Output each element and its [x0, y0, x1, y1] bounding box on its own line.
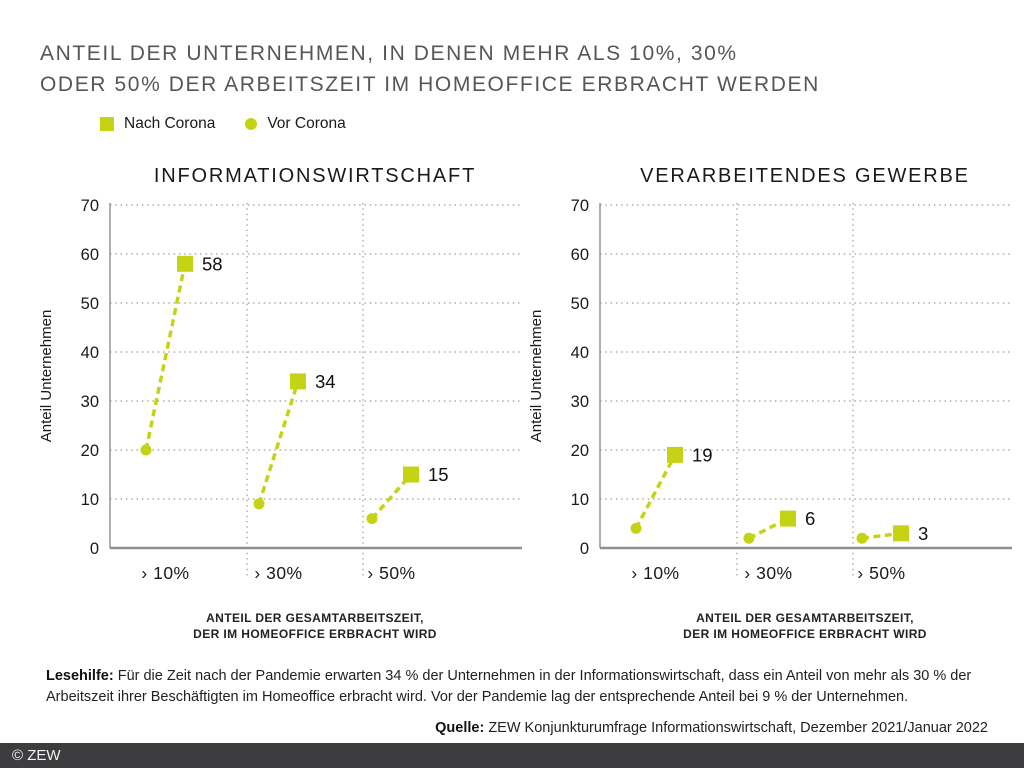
- vor-corona-marker: [253, 498, 265, 510]
- x-axis-title-line: ANTEIL DER GESAMTARBEITSZEIT,: [206, 611, 424, 625]
- square-marker-icon: [100, 117, 114, 131]
- y-axis-title: Anteil Unternehmen: [528, 310, 545, 443]
- nach-corona-marker: [893, 525, 909, 542]
- source-note: Quelle: ZEW Konjunkturumfrage Informatio…: [435, 720, 988, 736]
- y-tick-label: 50: [571, 295, 589, 313]
- vor-corona-marker: [366, 513, 378, 525]
- y-tick-label: 70: [571, 197, 589, 215]
- y-tick-label: 60: [81, 246, 99, 264]
- y-tick-label: 60: [571, 246, 589, 264]
- x-axis-title-line: DER IM HOMEOFFICE ERBRACHT WIRD: [193, 627, 437, 641]
- y-tick-label: 0: [90, 540, 99, 558]
- y-tick-label: 20: [571, 442, 589, 460]
- source-text: ZEW Konjunkturumfrage Informationswirtsc…: [488, 720, 988, 736]
- y-tick-label: 30: [81, 393, 99, 411]
- vor-corona-marker: [856, 532, 868, 544]
- y-tick-label: 10: [571, 491, 589, 509]
- reading-aid-label: Lesehilfe:: [46, 668, 114, 684]
- footer-bar: © ZEW: [0, 743, 1024, 768]
- vor-corona-marker: [743, 532, 755, 544]
- page-title-line2: ODER 50% DER ARBEITSZEIT IM HOMEOFFICE E…: [40, 73, 820, 96]
- connector-line: [144, 263, 187, 451]
- vor-corona-marker: [630, 522, 642, 534]
- legend-item-nach-corona: Nach Corona: [100, 115, 215, 133]
- legend-label-vor-corona: Vor Corona: [267, 115, 346, 132]
- point-value-label: 58: [202, 253, 223, 274]
- connector-line: [861, 531, 902, 540]
- chart-verarbeitendes-gewerbe: 0 10 20 30 40 50 60 70 Anteil Unternehmen VERARBE…: [528, 165, 1012, 641]
- category-label: › 30%: [744, 563, 792, 583]
- connector-line: [634, 454, 677, 530]
- legend: Nach Corona Vor Corona: [100, 115, 346, 133]
- point-value-label: 19: [692, 444, 713, 465]
- category-label: › 30%: [254, 563, 302, 583]
- point-value-label: 15: [428, 464, 449, 485]
- panel-title: VERARBEITENDES GEWERBE: [640, 165, 970, 187]
- y-tick-label: 10: [81, 491, 99, 509]
- category-label: › 50%: [367, 563, 415, 583]
- panel-title: INFORMATIONSWIRTSCHAFT: [154, 165, 476, 187]
- chart-informationswirtschaft: 0 10 20 30 40 50 60 70 Anteil Unternehmen INFORMA…: [38, 165, 522, 641]
- reading-aid-text: Für die Zeit nach der Pandemie erwarten …: [46, 668, 972, 705]
- page-title-line1: ANTEIL DER UNTERNEHMEN, IN DENEN MEHR AL…: [40, 42, 738, 65]
- category-label: › 10%: [631, 563, 679, 583]
- nach-corona-marker: [667, 446, 683, 463]
- point-value-label: 6: [805, 508, 815, 529]
- category-label: › 50%: [857, 563, 905, 583]
- vor-corona-marker: [140, 444, 152, 456]
- connector-line: [257, 380, 300, 505]
- circle-marker-icon: [245, 118, 258, 130]
- y-tick-label: 30: [571, 393, 589, 411]
- y-tick-label: 50: [81, 295, 99, 313]
- nach-corona-marker: [177, 255, 193, 272]
- point-value-label: 34: [315, 371, 336, 392]
- copyright-text: © ZEW: [12, 747, 61, 764]
- source-label: Quelle:: [435, 720, 485, 736]
- legend-label-nach-corona: Nach Corona: [124, 115, 216, 132]
- legend-item-vor-corona: Vor Corona: [245, 115, 346, 133]
- y-tick-label: 70: [81, 197, 99, 215]
- category-label: › 10%: [141, 563, 189, 583]
- y-tick-label: 20: [81, 442, 99, 460]
- page-title: ANTEIL DER UNTERNEHMEN, IN DENEN MEHR AL…: [40, 38, 820, 100]
- y-tick-label: 0: [580, 540, 589, 558]
- reading-aid-note: Lesehilfe: Für die Zeit nach der Pandemi…: [46, 666, 991, 708]
- y-tick-label: 40: [81, 344, 99, 362]
- nach-corona-marker: [780, 510, 796, 527]
- point-value-label: 3: [918, 523, 928, 544]
- nach-corona-marker: [403, 466, 419, 483]
- x-axis-title-line: DER IM HOMEOFFICE ERBRACHT WIRD: [683, 627, 927, 641]
- y-axis-title: Anteil Unternehmen: [38, 310, 55, 443]
- nach-corona-marker: [290, 373, 306, 390]
- y-tick-label: 40: [571, 344, 589, 362]
- x-axis-title-line: ANTEIL DER GESAMTARBEITSZEIT,: [696, 611, 914, 625]
